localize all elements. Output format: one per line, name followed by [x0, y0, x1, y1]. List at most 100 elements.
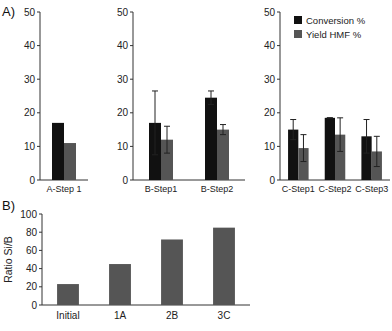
- chart: 0 10 20 30 40 50 C-Step1C-Step2 C-Step3 Conversi…: [264, 7, 390, 195]
- marks: [52, 123, 76, 180]
- y-tick-label: 40: [24, 40, 36, 51]
- y-axis-line: [280, 12, 281, 180]
- chart: 0 10 20 30 40 50 A-Step 1 A): [2, 4, 88, 194]
- y-tick-label: 50: [117, 7, 129, 18]
- error-line: [293, 120, 294, 140]
- y-tick-label: 80: [26, 227, 38, 238]
- error-bar: [337, 118, 343, 152]
- panel-label: A): [2, 4, 15, 19]
- error-line: [366, 120, 367, 154]
- panel-label: B): [2, 198, 15, 213]
- error-bar: [290, 120, 296, 140]
- y-axis-label: Ratio Si/B: [2, 236, 14, 283]
- y-tick-label: 50: [264, 7, 276, 18]
- marks: [57, 228, 235, 305]
- y-tick-label: 100: [20, 209, 37, 220]
- legend-label: Conversion %: [306, 15, 366, 26]
- y-tick-label: 20: [26, 281, 38, 292]
- error-bar: [327, 117, 333, 118]
- x-tick-label: 3C: [218, 310, 231, 321]
- y-tick-label: 10: [264, 141, 276, 152]
- y-tick-label: 0: [31, 300, 37, 311]
- x-tick-label: Initial: [56, 310, 79, 321]
- error-bar: [220, 125, 226, 135]
- legend-swatch: [294, 30, 302, 38]
- x-tick-label: 2B: [166, 310, 179, 321]
- error-cap: [290, 119, 296, 120]
- x-tick-label: B-Step1: [145, 184, 178, 194]
- error-cap: [374, 166, 380, 167]
- error-bar: [374, 136, 380, 166]
- error-cap: [208, 104, 214, 105]
- y-tick-label: 30: [117, 74, 129, 85]
- chart: 01020304050B-Step1B-Step2: [117, 7, 245, 195]
- x-tick-label: C-Step3: [355, 184, 388, 194]
- error-bar: [300, 135, 306, 162]
- marks: [288, 118, 382, 180]
- bar: [109, 264, 131, 305]
- error-cap: [152, 90, 158, 91]
- error-bar: [164, 126, 170, 153]
- y-tick-label: 30: [24, 74, 36, 85]
- legend-swatch: [294, 16, 302, 24]
- x-tick-label: A-Step 1: [46, 184, 81, 194]
- y-axis-line: [42, 214, 43, 305]
- bar: [213, 228, 235, 305]
- error-line: [340, 118, 341, 152]
- y-tick-label: 20: [24, 107, 36, 118]
- error-line: [376, 136, 377, 166]
- error-line: [303, 135, 304, 162]
- x-tick-label: B-Step2: [201, 184, 234, 194]
- y-tick-label: 20: [264, 107, 276, 118]
- bar: [217, 130, 229, 180]
- error-line: [155, 91, 156, 155]
- x-tick-label: 1A: [114, 310, 127, 321]
- error-cap: [337, 151, 343, 152]
- error-cap: [164, 153, 170, 154]
- bar: [52, 123, 64, 180]
- error-cap: [364, 153, 370, 154]
- error-cap: [164, 126, 170, 127]
- y-tick-label: 0: [29, 175, 35, 186]
- error-cap: [364, 119, 370, 120]
- error-cap: [300, 161, 306, 162]
- chart: 0 20 40 60 80 100 Initial 1A 2B 3C Ratio Si/B B): [2, 198, 250, 321]
- error-cap: [374, 136, 380, 137]
- y-tick-label: 50: [24, 7, 36, 18]
- x-tick-label: C-Step2: [318, 184, 351, 194]
- legend-label: Yield HMF %: [306, 29, 362, 40]
- bar: [64, 143, 76, 180]
- y-axis-line: [133, 12, 134, 180]
- error-cap: [327, 117, 333, 118]
- error-line: [211, 91, 212, 104]
- error-cap: [208, 90, 214, 91]
- y-tick-label: 0: [122, 175, 128, 186]
- y-tick-label: 0: [269, 175, 275, 186]
- error-bar: [152, 91, 158, 155]
- error-cap: [337, 117, 343, 118]
- error-cap: [300, 134, 306, 135]
- error-bar: [208, 91, 214, 104]
- y-tick-label: 60: [26, 245, 38, 256]
- y-tick-label: 40: [117, 40, 129, 51]
- y-axis-line: [40, 12, 41, 180]
- y-tick-label: 40: [26, 263, 38, 274]
- legend: Conversion % Yield HMF %: [294, 15, 366, 40]
- y-tick-label: 40: [264, 40, 276, 51]
- bar: [161, 239, 183, 305]
- y-tick-label: 20: [117, 107, 129, 118]
- y-tick-label: 30: [264, 74, 276, 85]
- error-cap: [290, 139, 296, 140]
- background: [0, 0, 392, 331]
- error-line: [223, 125, 224, 135]
- bar: [325, 118, 335, 180]
- error-cap: [220, 124, 226, 125]
- error-bar: [364, 120, 370, 154]
- bar: [57, 284, 79, 305]
- bar: [205, 98, 217, 180]
- error-cap: [327, 117, 333, 118]
- y-tick-label: 10: [24, 141, 36, 152]
- x-tick-label: C-Step1: [282, 184, 315, 194]
- error-cap: [220, 134, 226, 135]
- error-line: [167, 126, 168, 153]
